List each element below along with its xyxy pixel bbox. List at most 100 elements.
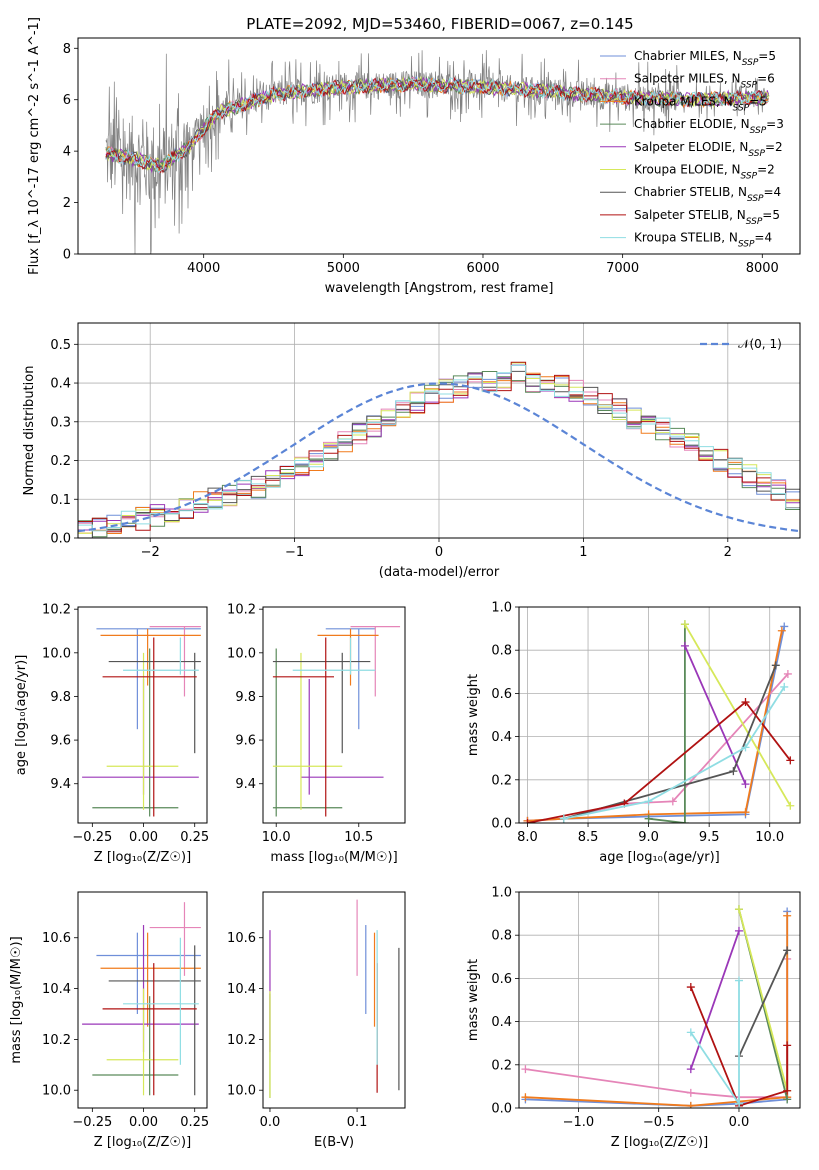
weight_vs_Z-marker-chabrier_elodie [783,1095,792,1104]
weight_vs_age-line-chabrier_elodie [648,624,686,823]
residuals-ytick-label: 0.1 [50,493,71,508]
mass_vs_ebv-xlabel: E(B-V) [314,1135,354,1150]
legend-label: Kroupa ELODIE, NSSP=2 [634,163,775,182]
weight_vs_Z-xtick-label: −1.0 [563,1115,595,1130]
residuals-ytick-label: 0.3 [50,415,71,430]
weight_vs_age-marker-chabrier_stelib [729,767,738,776]
weight_vs_Z-ylabel: mass weight [466,959,481,1041]
weight_vs_Z-ytick-label: 0.0 [491,1102,512,1117]
weight_vs_Z-marker-kroupa_elodie [734,905,743,914]
weight_vs_Z-ytick-label: 0.4 [491,1015,512,1030]
weight_vs_Z-xtick-label: −0.5 [643,1115,675,1130]
spectrum-ytick-label: 8 [63,42,71,57]
mass_vs_ebv-axes: 0.0 0.1 10.0 10.2 10.4 10.6 E(B-V) [227,931,367,1150]
weight_vs_age-xtick-label: 8.0 [517,830,538,845]
weight_vs_Z-ytick-label: 1.0 [491,886,512,901]
weight_vs_age-marker-salpeter_stelib [523,819,532,823]
weight_vs_Z-marker-salpeter_stelib [783,1086,792,1095]
weight_vs_age-marker-kroupa_stelib [559,814,568,823]
residuals-xtick-label: 0 [435,545,443,560]
age_vs_Z-ylabel: age [log₁₀(age/yr)] [14,655,29,776]
legend-sub: SSP [746,217,763,227]
weight_vs_Z-marker-chabrier_stelib [783,946,792,955]
spectrum-xlabel: wavelength [Angstrom, rest frame] [325,281,554,296]
residuals-xlabel: (data-model)/error [379,565,500,580]
spectrum-ytick-label: 6 [63,93,71,108]
age_vs_mass-xtick-label: 10.0 [262,830,291,845]
age_vs_Z-ytick-label: 9.4 [50,777,71,792]
spectrum-ylabel: Flux [f_λ 10^-17 erg cm^-2 s^-1 A^-1] [27,17,42,275]
legend-value: =5 [749,94,767,108]
weight_vs_Z-ytick-label: 0.2 [491,1058,512,1073]
mass_vs_ebv-xtick-label: 0.0 [260,1115,281,1130]
residuals-ytick-label: 0.4 [50,377,71,392]
normal-curve [78,382,800,533]
weight_vs_Z-marker-kroupa_stelib [734,976,743,985]
mass_vs_Z-xtick-label: 0.25 [180,1115,209,1130]
weight_vs_age-line-kroupa_stelib [563,686,786,820]
weight_vs_Z-xtick-label: 0.0 [729,1115,750,1130]
mass_vs_Z-ytick-label: 10.2 [42,1033,71,1048]
mass_vs_Z-xtick-label: 0.00 [129,1115,158,1130]
weight_vs_age-marker-salpeter_miles [668,797,677,806]
weight_vs_age-marker-chabrier_elodie [680,819,689,823]
residuals-xtick-label: 1 [579,545,587,560]
age_vs_mass-axes: 10.0 10.5 9.4 9.6 9.8 10.0 10.2 mass [log₁₀(M/M… [227,603,398,865]
mass_vs_ebv-ytick-label: 10.2 [227,1033,256,1048]
weight_vs_age-ylabel: mass weight [466,674,481,756]
spectrum-xtick-label: 4000 [187,261,220,276]
weight_vs_age-line-salpeter_stelib [527,700,792,823]
weight_vs_age-marker-chabrier_stelib [771,661,780,670]
mass_vs_Z-ytick-label: 10.0 [42,1084,71,1099]
weight_vs_age-marker-salpeter_stelib [786,756,795,765]
age_vs_Z-xtick-label: 0.00 [129,830,158,845]
weight_vs_age-marker-chabrier_elodie [644,814,653,823]
mass_vs_ebv-xtick-label: 0.1 [347,1115,368,1130]
weight_vs_age-marker-salpeter_elodie [741,780,750,789]
weight_vs_age-marker-kroupa_miles [741,808,750,817]
age_vs_Z-ytick-label: 9.6 [50,734,71,749]
weight_vs_Z-xlabel: Z [log₁₀(Z/Z☉)] [611,1135,708,1150]
mass_vs_Z-ylabel: mass [log₁₀(M/M☉)] [9,936,24,1063]
weight_vs_Z-ytick-label: 0.8 [491,929,512,944]
mass_vs_Z-xtick-label: −0.25 [72,1115,112,1130]
age_vs_Z-ytick-label: 9.8 [50,690,71,705]
weight_vs_age-ytick-label: 1.0 [491,601,512,616]
weight_vs_age-xtick-label: 9.5 [699,830,720,845]
age_vs_Z-plot [82,626,201,817]
age_vs_Z-ytick-label: 10.2 [42,603,71,618]
weight_vs_Z-marker-salpeter_elodie [734,926,743,935]
legend-sub: SSP [738,240,755,250]
age_vs_Z-xlabel: Z [log₁₀(Z/Z☉)] [94,850,191,865]
weight_vs_age-plot [523,620,795,823]
spectrum-frame [77,37,801,255]
legend-sub: SSP [741,81,758,91]
legend-sub: SSP [747,194,764,204]
residuals-xtick-label: 2 [724,545,732,560]
weight_vs_Z-marker-kroupa_stelib [734,1099,743,1108]
weight_vs_age-line-chabrier_stelib [563,664,777,820]
spectrum-ytick-label: 4 [63,145,71,160]
weight_vs_age-axes: 8.0 8.5 9.0 9.5 10.0 0.0 0.2 0.4 0.6 0.8 1.0 age [l… [466,601,800,865]
mass_vs_ebv-ytick-label: 10.0 [227,1084,256,1099]
age_vs_mass-ytick-label: 10.2 [227,603,256,618]
mass_vs_Z-plot [82,902,201,1096]
spectrum-model-kroupa_stelib [105,76,769,174]
weight_vs_Z-line-salpeter_elodie [689,930,740,1070]
spectrum-axes: 4000 5000 6000 7000 8000 0 2 4 6 8 wavelength [Ang… [27,17,779,296]
mass_vs_Z-ytick-label: 10.6 [42,931,71,946]
figure-title: PLATE=2092, MJD=53460, FIBERID=0067, z=0… [246,15,633,33]
residuals-ytick-label: 0.5 [50,338,71,353]
residuals-xtick-label: −1 [285,545,304,560]
legend-value: =5 [762,208,780,222]
age_vs_Z-axes: −0.25 0.00 0.25 9.4 9.6 9.8 10.0 10.2 Z [log₁₀(Z… [14,603,209,865]
age_vs_mass-xtick-label: 10.5 [344,830,373,845]
weight_vs_age-marker-kroupa_elodie [680,620,689,629]
weight_vs_age-line-chabrier_miles [527,626,786,822]
legend-sub: SSP [741,172,758,182]
legend-value: =2 [765,140,783,154]
residual-hist-chabrier_stelib [78,370,800,538]
weight_vs_age-xtick-label: 8.5 [578,830,599,845]
legend-sub: SSP [750,126,767,136]
